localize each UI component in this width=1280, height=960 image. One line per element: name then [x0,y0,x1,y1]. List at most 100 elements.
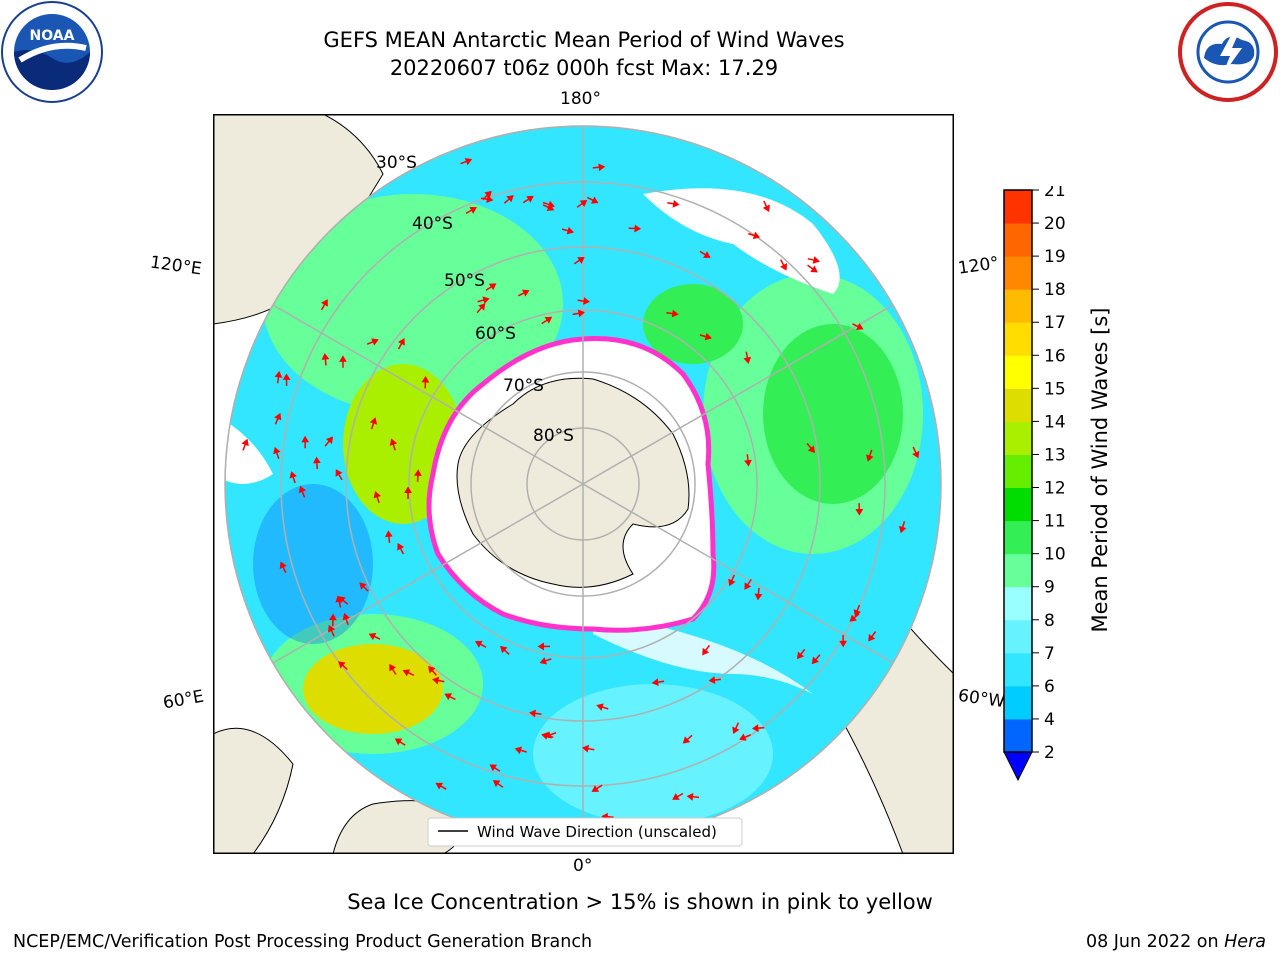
colorbar-tick-label: 21 [1044,186,1066,201]
sea-ice-note: Sea Ice Concentration > 15% is shown in … [347,890,933,914]
wind-wave-arrowhead [506,195,514,203]
wind-wave-arrowhead [301,435,310,443]
colorbar-block [1004,256,1032,290]
wind-wave-arrowhead [839,640,848,648]
wind-wave-arrowhead [547,200,555,209]
colorbar-block [1004,289,1032,323]
wind-wave-arrowhead [849,614,857,622]
wind-wave-arrowhead [328,624,336,633]
wind-wave-arrowhead [751,724,759,733]
wind-wave-arrowhead [651,678,659,686]
wind-wave-arrowhead [682,736,691,744]
wind-wave-arrowhead [404,486,412,493]
wind-wave-arrowhead [853,609,861,617]
wind-wave-arrowhead [810,265,818,273]
wind-wave-arrowhead [866,454,874,462]
colorbar-tick-label: 7 [1044,644,1055,664]
wind-wave-arrowhead [577,257,585,264]
wind-wave-arrowhead [289,471,297,479]
wind-wave-arrowhead [732,726,740,735]
wind-wave-arrowhead [335,595,343,603]
colorbar-block [1004,322,1032,356]
wind-wave-arrowhead [702,647,710,656]
footer-credit: NCEP/EMC/Verification Post Processing Pr… [13,932,593,952]
colorbar-tick-label: 18 [1044,280,1066,300]
wind-wave-arrowhead [282,373,291,380]
colorbar-tick-label: 14 [1044,412,1066,432]
colorbar-tick-label: 12 [1044,479,1066,499]
wind-wave-arrowhead [708,676,716,684]
wind-wave-arrowhead [397,338,405,346]
wind-wave-arrowhead [807,445,816,454]
wind-wave-arrowhead [521,289,530,297]
colorbar-block [1004,388,1032,422]
legend-label: Wind Wave Direction (unscaled) [477,823,717,841]
wind-wave-arrowhead [500,645,508,654]
colorbar-block [1004,421,1032,455]
wind-wave-arrowhead [526,195,534,203]
graticule [225,126,941,842]
colorbar-tick-label: 20 [1044,214,1066,234]
wind-wave-arrowhead [868,633,876,642]
colorbar-tick-label: 19 [1044,247,1066,267]
wind-wave-arrowhead [414,469,422,477]
colorbar-block [1004,685,1032,720]
wind-wave-arrowhead [274,370,283,378]
wind-wave-arrowhead [428,665,436,674]
colorbar-block [1004,586,1032,621]
colorbar-block [1004,619,1032,654]
wind-wave-arrowhead [703,251,711,258]
colorbar-extend-arrow [1003,751,1033,782]
lon-label-180: 180° [560,89,601,109]
wind-wave-arrowhead [274,412,282,421]
footer-date-text: 08 Jun 2022 on [1085,932,1225,952]
wind-wave-arrowhead [488,283,497,291]
wind-wave-arrowhead [743,356,752,364]
colorbar-tick-label: 16 [1044,346,1066,366]
wind-wave-arrowhead [492,780,501,788]
wind-wave-arrowhead [435,782,444,790]
lat-label-60s: 60°S [475,324,516,344]
wind-wave-arrowhead [856,322,864,330]
map-legend: Wind Wave Direction (unscaled) [427,817,743,847]
map-subtitle-date: 20220607 t06z 000h fcst Max: 17.29 [389,56,779,80]
colorbar-frame [1003,189,1033,753]
colorbar-block [1004,520,1032,555]
lat-label-50s: 50°S [444,271,485,291]
colorbar-block [1004,223,1032,257]
polar-map: 30°S 40°S 50°S 60°S 70°S 80°S Wind Wave … [213,114,954,854]
land-africa [213,727,294,854]
noaa-logo-icon: NOAA [1,1,103,103]
wind-wave-arrowhead [384,530,393,538]
wind-wave-arrowhead [744,459,752,467]
wind-wave-arrowhead [704,332,712,341]
wind-wave-arrowhead [279,561,287,570]
wind-wave-arrowhead [581,744,590,753]
svg-text:NOAA: NOAA [30,28,75,44]
wind-wave-arrowhead [579,200,588,208]
nws-logo-icon [1178,2,1278,102]
wind-wave-arrowhead [394,738,403,746]
colorbar-tick-label: 6 [1044,677,1055,697]
wind-wave-arrowhead [728,578,736,587]
colorbar-block [1004,454,1032,489]
wind-wave-arrows [241,157,920,821]
wind-wave-arrowhead [744,582,752,590]
wind-wave-arrowhead [529,709,536,718]
lon-label-60e: 60°E [161,686,206,714]
wind-wave-arrowhead [544,731,552,739]
wind-wave-arrowhead [544,316,553,324]
wind-wave-arrowhead [389,438,398,446]
colorbar-label: Mean Period of Wind Waves [s] [1088,307,1112,633]
wind-wave-arrowhead [812,256,820,264]
map-border [213,114,954,854]
wind-wave-arrowhead [328,613,337,621]
wind-wave-arrowhead [339,355,347,362]
wind-wave-arrowhead [369,417,378,425]
wind-wave-arrowhead [478,303,486,311]
wind-wave-arrowhead [371,338,379,346]
wind-wave-arrowhead [359,582,367,590]
colorbar: 2 4 6 7 8 9 10 11 12 13 14 15 16 17 18 19 20 21 [1003,186,1066,782]
wind-wave-arrowhead [402,669,411,677]
wind-wave-arrowhead [591,785,600,792]
